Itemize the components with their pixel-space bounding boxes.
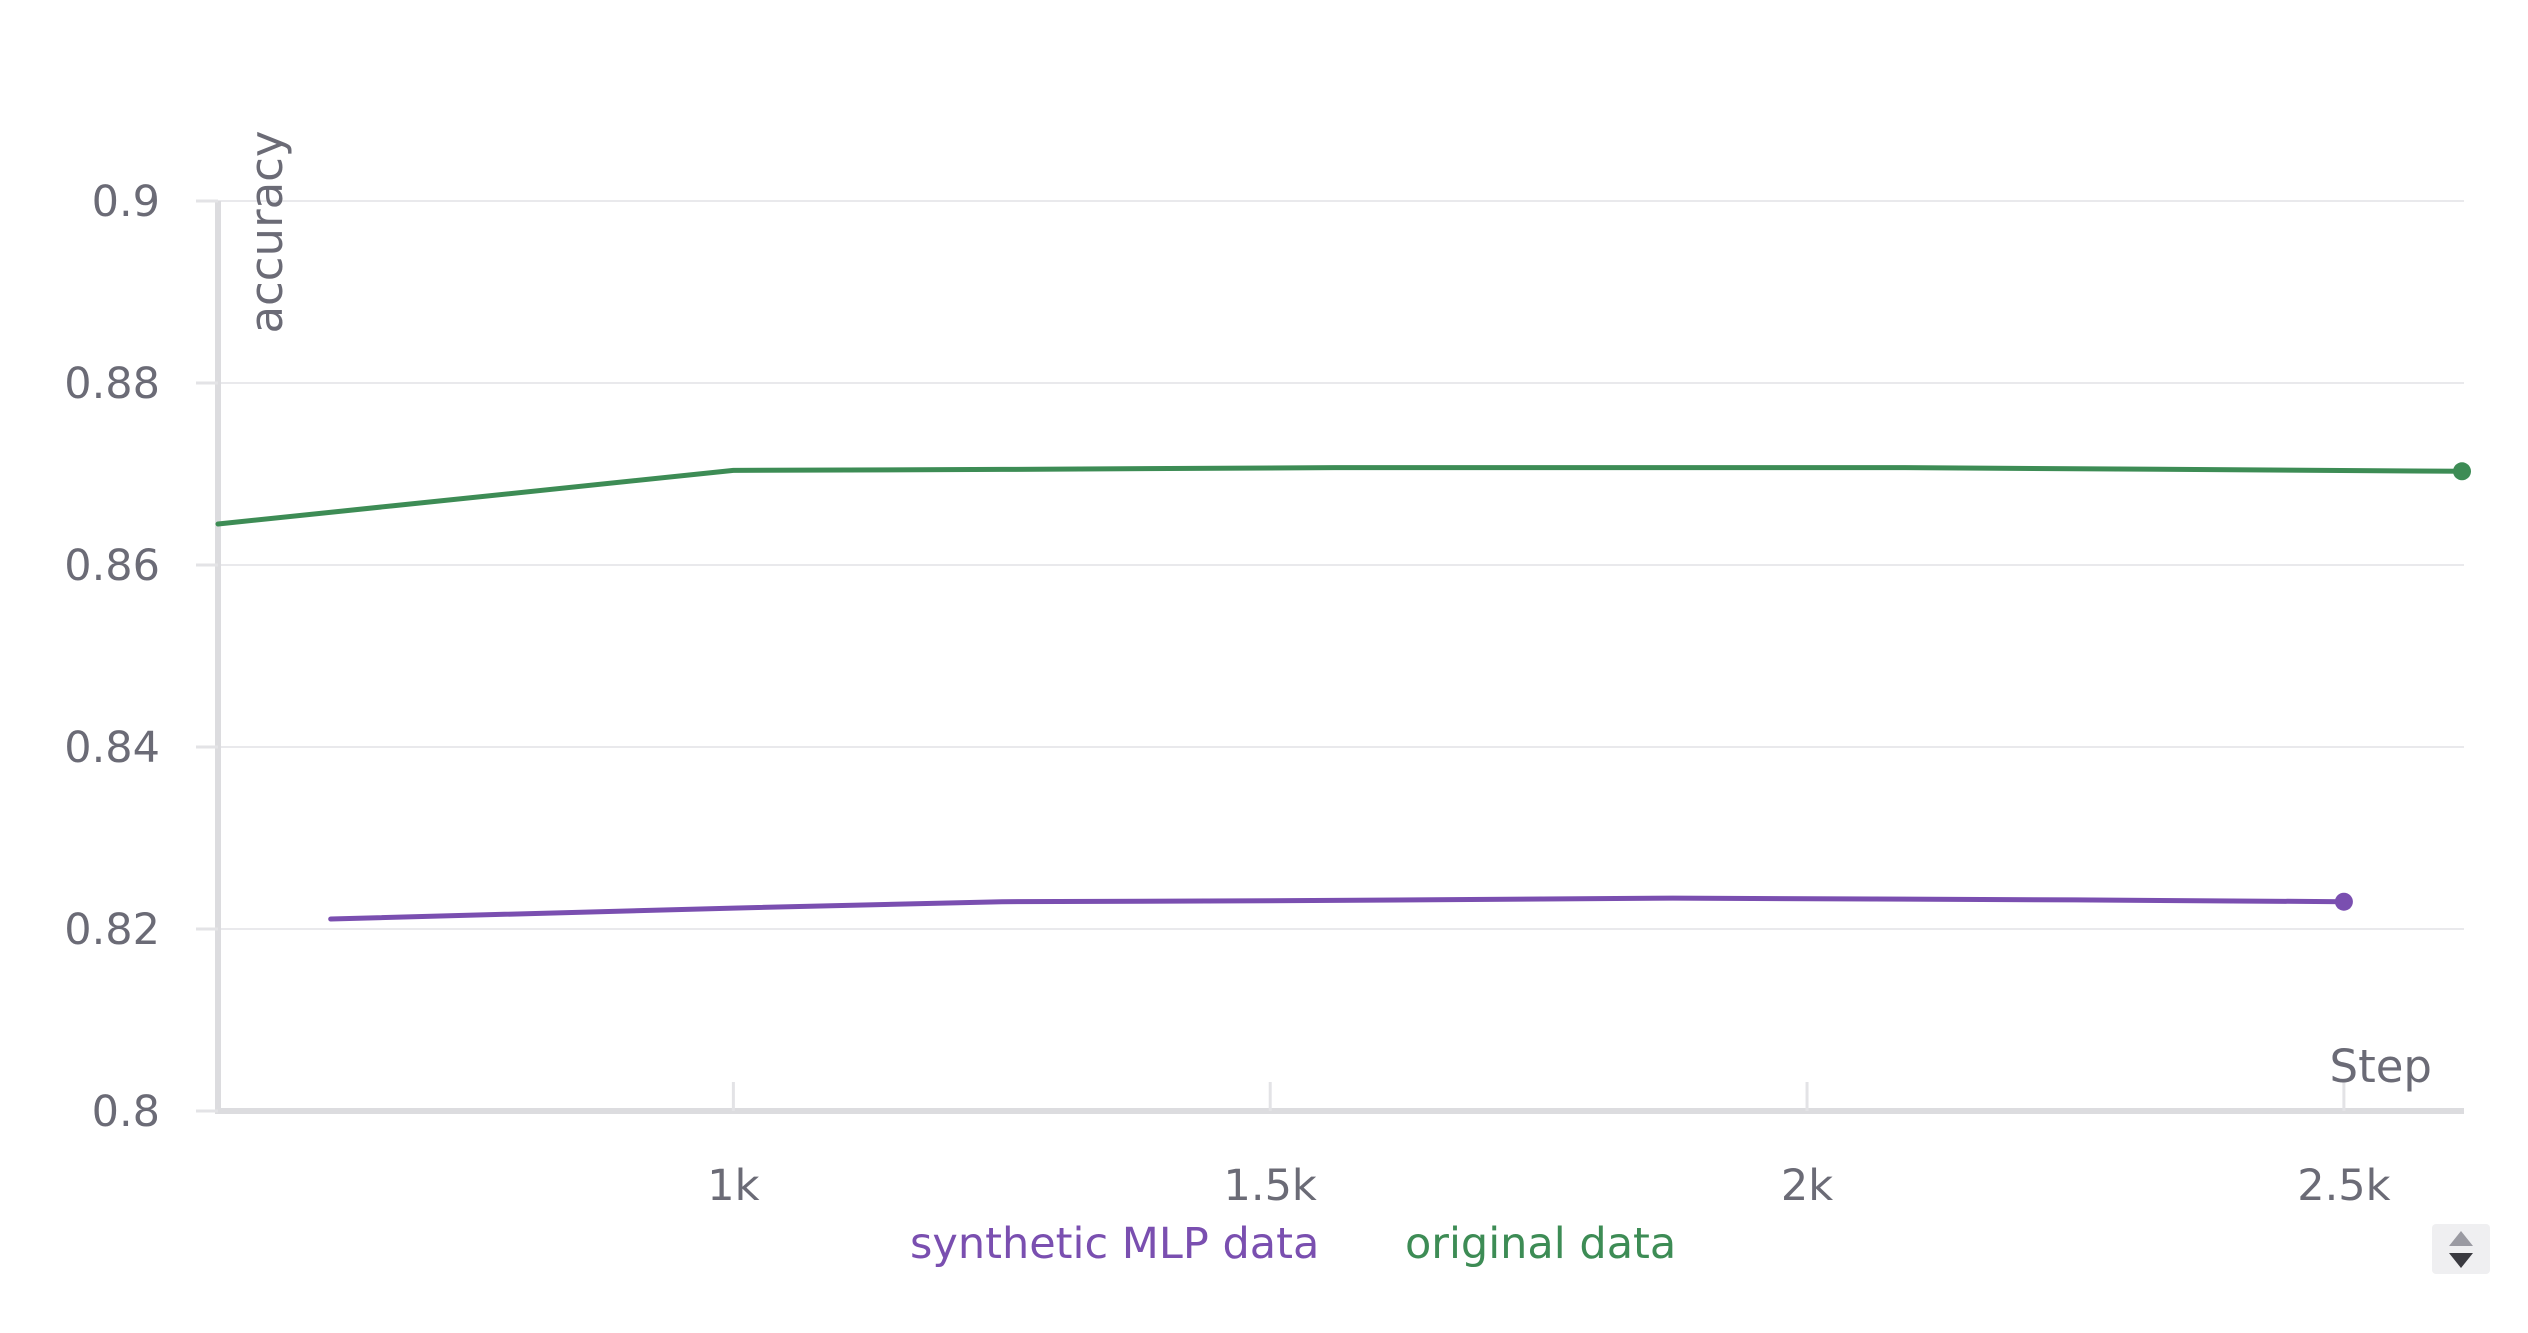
- legend: synthetic MLP data original data: [910, 1219, 1676, 1269]
- scroll-up-icon[interactable]: [2449, 1231, 2473, 1246]
- y-tick-label: 0.9: [92, 177, 160, 227]
- x-tick-label: 1k: [707, 1161, 759, 1211]
- x-tick-label: 1.5k: [1224, 1161, 1317, 1211]
- series-line-1: [215, 465, 2465, 527]
- series-layer: [215, 462, 2471, 922]
- y-tick-label: 0.82: [64, 905, 160, 955]
- y-tick-label: 0.88: [64, 359, 160, 409]
- grid-layer: [218, 200, 2464, 930]
- y-tick-label: 0.8: [92, 1087, 160, 1137]
- legend-scroll-control[interactable]: [2432, 1224, 2490, 1274]
- scroll-down-icon[interactable]: [2449, 1253, 2473, 1268]
- legend-entry: original data: [1405, 1219, 1676, 1269]
- y-tick-label: 0.84: [64, 723, 160, 773]
- series-end-marker: [2453, 462, 2471, 481]
- series-end-marker: [2334, 892, 2353, 911]
- x-axis-title: Step: [2330, 1040, 2432, 1093]
- series-line-0: [328, 895, 2347, 922]
- x-tick-label: 2.5k: [2297, 1161, 2390, 1211]
- y-tick-label: 0.86: [64, 541, 160, 591]
- y-axis-title: accuracy: [240, 130, 293, 333]
- legend-scroll-background: [2432, 1224, 2490, 1274]
- x-tick-label: 2k: [1781, 1161, 1833, 1211]
- axis-layer: [215, 201, 2464, 1114]
- up-down-arrows-icon[interactable]: [2449, 1231, 2473, 1268]
- tick-layer: 0.9 0.88 0.86 0.84 0.82 0.8 1k 1.5k 2k 2.5k: [64, 177, 2390, 1211]
- legend-entry: synthetic MLP data: [910, 1219, 1319, 1269]
